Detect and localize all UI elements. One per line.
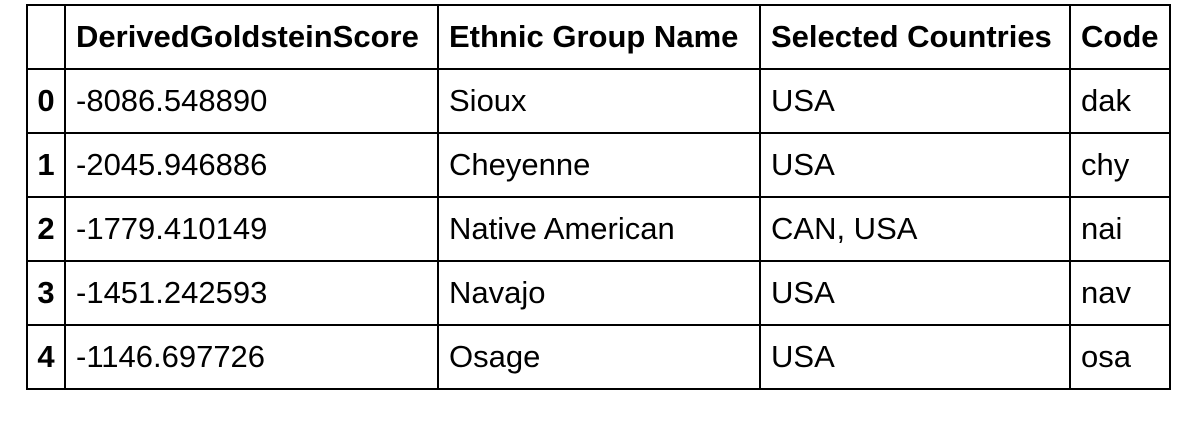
row-index: 2: [26, 196, 66, 262]
header-index: [26, 4, 66, 70]
table-row: 4 -1146.697726 Osage USA osa: [26, 324, 1171, 390]
cell-ethnic-group: Cheyenne: [437, 132, 761, 198]
cell-score: -1451.242593: [64, 260, 439, 326]
header-ethnic-group-name: Ethnic Group Name: [437, 4, 761, 70]
cell-countries: CAN, USA: [759, 196, 1071, 262]
cell-ethnic-group: Navajo: [437, 260, 761, 326]
header-selected-countries: Selected Countries: [759, 4, 1071, 70]
row-index: 0: [26, 68, 66, 134]
row-index: 3: [26, 260, 66, 326]
cell-code: osa: [1069, 324, 1171, 390]
dataframe-table-container: DerivedGoldsteinScore Ethnic Group Name …: [26, 4, 1171, 390]
cell-score: -8086.548890: [64, 68, 439, 134]
table-row: 3 -1451.242593 Navajo USA nav: [26, 260, 1171, 326]
table-body: 0 -8086.548890 Sioux USA dak 1 -2045.946…: [26, 68, 1171, 390]
cell-countries: USA: [759, 260, 1071, 326]
table-header: DerivedGoldsteinScore Ethnic Group Name …: [26, 4, 1171, 70]
table-row: 1 -2045.946886 Cheyenne USA chy: [26, 132, 1171, 198]
cell-code: nai: [1069, 196, 1171, 262]
cell-ethnic-group: Osage: [437, 324, 761, 390]
header-derived-goldstein-score: DerivedGoldsteinScore: [64, 4, 439, 70]
cell-ethnic-group: Native American: [437, 196, 761, 262]
dataframe-table: DerivedGoldsteinScore Ethnic Group Name …: [26, 4, 1171, 390]
row-index: 4: [26, 324, 66, 390]
cell-score: -1146.697726: [64, 324, 439, 390]
table-row: 2 -1779.410149 Native American CAN, USA …: [26, 196, 1171, 262]
cell-countries: USA: [759, 132, 1071, 198]
cell-code: dak: [1069, 68, 1171, 134]
cell-countries: USA: [759, 68, 1071, 134]
cell-score: -1779.410149: [64, 196, 439, 262]
cell-code: nav: [1069, 260, 1171, 326]
header-row: DerivedGoldsteinScore Ethnic Group Name …: [26, 4, 1171, 70]
cell-score: -2045.946886: [64, 132, 439, 198]
cell-ethnic-group: Sioux: [437, 68, 761, 134]
cell-code: chy: [1069, 132, 1171, 198]
cell-countries: USA: [759, 324, 1071, 390]
header-code: Code: [1069, 4, 1171, 70]
row-index: 1: [26, 132, 66, 198]
table-row: 0 -8086.548890 Sioux USA dak: [26, 68, 1171, 134]
